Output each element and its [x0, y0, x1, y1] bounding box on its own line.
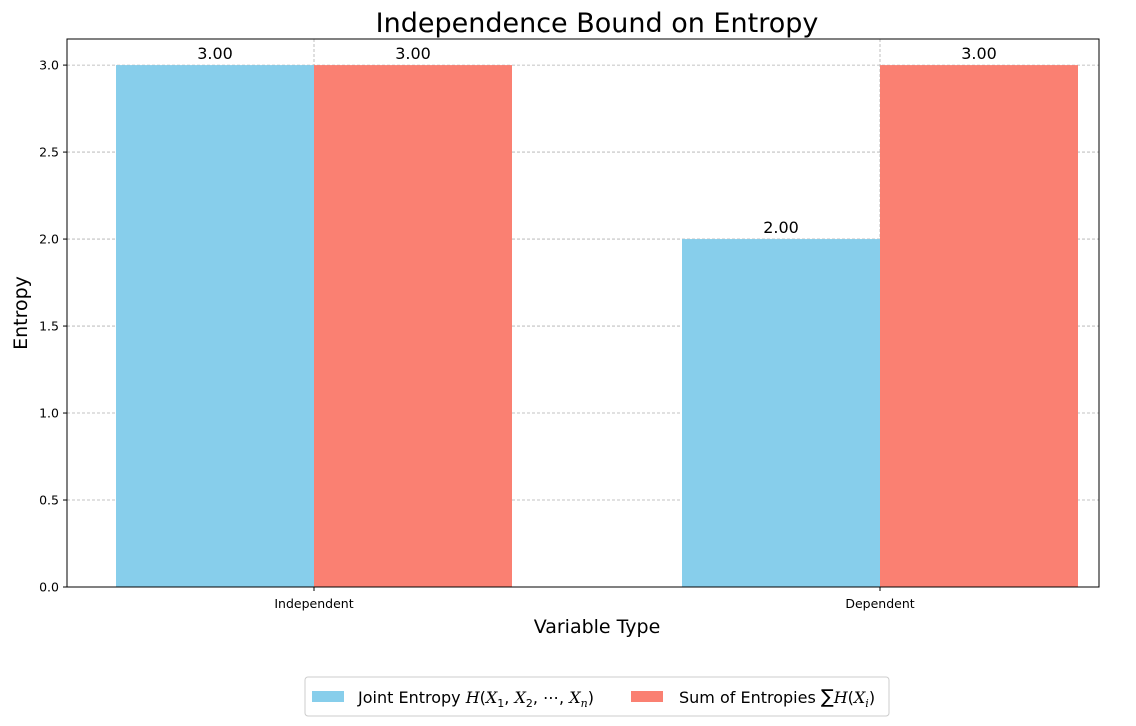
bars	[116, 65, 1078, 588]
legend-swatch-sum-of-entropies	[631, 691, 663, 702]
x-tick-label-dependent: Dependent	[845, 596, 914, 611]
bar-sum-of-entropies-dependent	[880, 65, 1078, 588]
bar-sum-of-entropies-independent	[314, 65, 512, 588]
y-tick-label-0: 0.0	[39, 580, 59, 595]
y-tick-label-4: 2.0	[39, 232, 59, 247]
bar-joint-entropy-independent	[116, 65, 314, 588]
chart-title: Independence Bound on Entropy	[376, 8, 819, 39]
y-tick-label-3: 1.5	[39, 319, 59, 334]
y-axis-ticks: 0.0 0.5 1.0 1.5 2.0 2.5 3.0	[39, 58, 67, 595]
y-tick-label-5: 2.5	[39, 145, 59, 160]
value-label-sum-of-entropies-independent: 3.00	[395, 44, 431, 63]
legend-label-sum-of-entropies: Sum of Entropies ∑H(Xi)	[679, 686, 875, 710]
y-tick-label-2: 1.0	[39, 406, 59, 421]
legend: Joint Entropy H(X1, X2, ⋯, Xn) Sum of En…	[304, 676, 890, 717]
legend-frame	[304, 676, 890, 717]
legend-label-joint-entropy: Joint Entropy H(X1, X2, ⋯, Xn)	[357, 688, 594, 710]
value-label-joint-entropy-dependent: 2.00	[763, 218, 799, 237]
plot-area-frame	[66, 38, 1100, 588]
y-tick-label-1: 0.5	[39, 493, 59, 508]
value-labels: 3.00 2.00 3.00 3.00	[197, 44, 997, 237]
y-tick-label-6: 3.0	[39, 58, 59, 73]
value-label-joint-entropy-independent: 3.00	[197, 44, 233, 63]
bar-joint-entropy-dependent	[682, 239, 880, 588]
x-axis-ticks: Independent Dependent	[274, 587, 915, 611]
value-label-sum-of-entropies-dependent: 3.00	[961, 44, 997, 63]
y-axis-label: Entropy	[10, 276, 32, 350]
x-tick-label-independent: Independent	[274, 596, 353, 611]
legend-swatch-joint-entropy	[312, 691, 344, 702]
x-axis-label: Variable Type	[534, 616, 661, 638]
